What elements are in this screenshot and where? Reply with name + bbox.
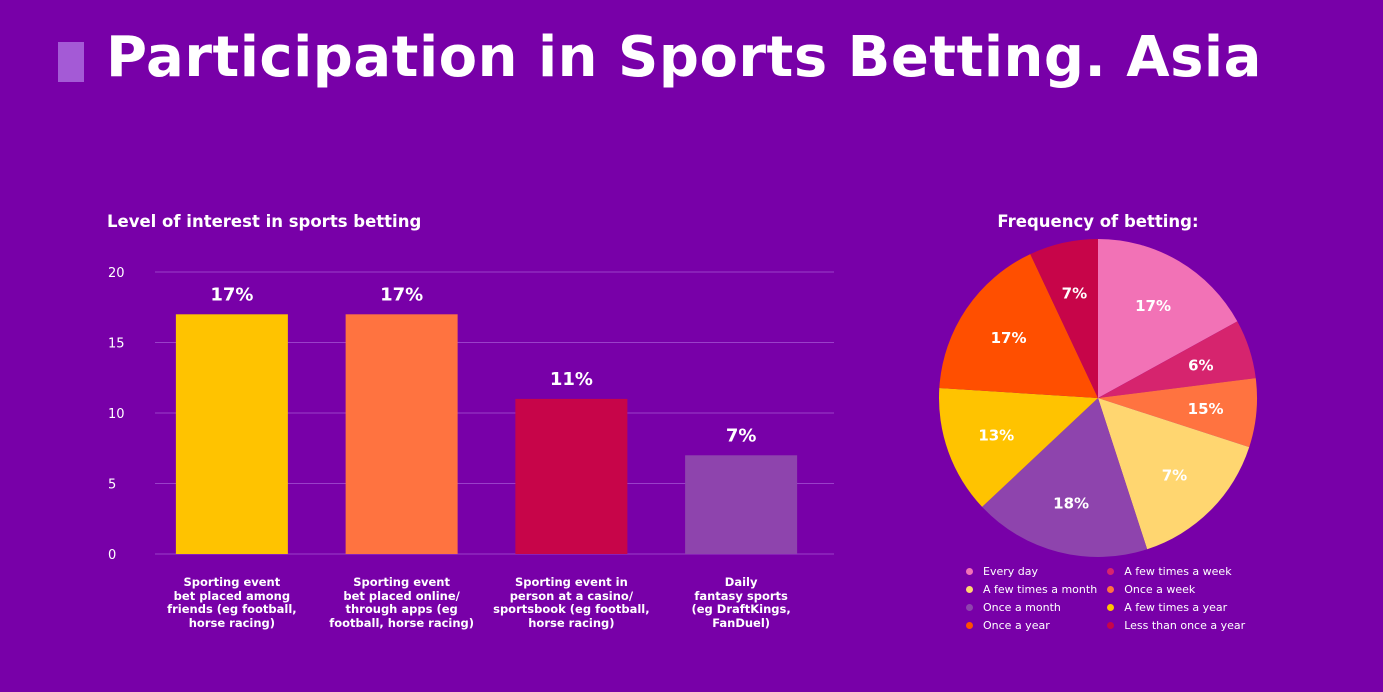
- pie-data-label: 6%: [1188, 357, 1213, 375]
- legend-label: Once a year: [983, 618, 1050, 632]
- bar-category-label-line: sportsbook (eg football,: [493, 602, 650, 617]
- legend-item: Once a week: [1107, 581, 1245, 597]
- pie-slice: [1030, 239, 1098, 398]
- legend-item: Every day: [966, 563, 1097, 579]
- legend-label: A few times a month: [983, 582, 1098, 596]
- bar: [345, 314, 458, 554]
- bar-data-label: 7%: [726, 425, 757, 446]
- pie-data-label: 7%: [1162, 466, 1187, 484]
- y-tick-label: 0: [108, 548, 116, 563]
- bar-category-label-line: friends (eg football,: [167, 602, 297, 617]
- bar-data-label: 17%: [380, 284, 423, 305]
- bar-category-label-line: fantasy sports: [694, 588, 788, 603]
- bar-category-label-line: horse racing): [528, 615, 615, 630]
- bar-category-label-line: FanDuel): [712, 615, 771, 630]
- bar-data-label: 17%: [210, 284, 253, 305]
- bar-category-label-line: horse racing): [188, 615, 276, 630]
- pie-data-label: 7%: [1062, 284, 1087, 302]
- bar-category-label-line: football, horse racing): [329, 615, 475, 630]
- pie-legend: Every day A few times a week A few times a…: [966, 563, 1266, 633]
- legend-label: Once a month: [983, 600, 1061, 614]
- bar-category-label-line: Sporting event in: [514, 575, 628, 589]
- legend-color-dot: [1107, 567, 1115, 575]
- bar-category-label: Sporting event bet placed online/through …: [312, 575, 492, 630]
- bar-chart: 0 5 10 15 20 17% 17% 11% 7%: [108, 266, 834, 563]
- pie-slice: [1098, 398, 1250, 550]
- legend-item: Once a year: [966, 617, 1097, 633]
- legend-color-dot: [966, 567, 973, 575]
- pie-slice: [939, 254, 1098, 398]
- legend-item: Less than once a year: [1107, 617, 1245, 633]
- y-tick-label: 15: [108, 337, 125, 352]
- legend-item: Once a month: [966, 599, 1097, 615]
- page-title: Participation in Sports Betting. Asia: [106, 25, 1262, 90]
- legend-label: Once a week: [1124, 582, 1196, 596]
- pie-slice: [938, 388, 1098, 507]
- pie-data-label: 15%: [1188, 400, 1224, 418]
- pie-chart-title: Frequency of betting:: [997, 212, 1199, 231]
- legend-item: A few times a year: [1107, 599, 1245, 615]
- legend-item: A few times a month: [966, 581, 1097, 597]
- y-tick-label: 5: [108, 478, 116, 493]
- title-accent-bar: [58, 42, 84, 82]
- bar-data-label: 11%: [550, 369, 593, 390]
- bar-category-label: Sporting event bet placed among friends (e…: [142, 575, 322, 630]
- bar-category-label-line: through apps (eg: [345, 602, 458, 617]
- bar-category-label-line: bet placed among: [173, 588, 291, 603]
- y-tick-label: 10: [108, 407, 125, 422]
- legend-label: Every day: [983, 564, 1038, 578]
- bar: [515, 398, 628, 554]
- pie-data-label: 17%: [991, 329, 1027, 347]
- pie-slice: [1098, 321, 1256, 398]
- pie-data-label: 17%: [1135, 297, 1171, 315]
- bar: [685, 455, 798, 554]
- legend-label: A few times a year: [1124, 600, 1228, 614]
- legend-color-dot: [1107, 621, 1115, 629]
- y-tick-label: 20: [108, 266, 125, 281]
- bar-category-label: Sporting event in person at a casino/spor…: [481, 575, 661, 630]
- bar-category-label-line: Sporting event: [353, 575, 450, 589]
- legend-color-dot: [1107, 603, 1115, 611]
- legend-label: A few times a week: [1124, 564, 1232, 578]
- legend-color-dot: [1107, 585, 1115, 593]
- pie-data-label: 13%: [978, 427, 1014, 445]
- bar: [175, 314, 288, 554]
- bar-category-label-line: bet placed online/: [343, 588, 460, 603]
- bar-category-label-line: (eg DraftKings,: [691, 602, 791, 617]
- legend-label: Less than once a year: [1124, 618, 1246, 632]
- bar-category-label-line: Daily: [724, 575, 758, 589]
- legend-color-dot: [966, 585, 973, 593]
- pie-slice: [1098, 239, 1238, 398]
- pie-slice: [1098, 378, 1257, 448]
- pie-slice: [982, 398, 1148, 557]
- bar-category-label: Daily fantasy sports (eg DraftKings, FanDue…: [651, 575, 831, 630]
- bar-category-label-line: person at a casino/: [509, 588, 634, 603]
- legend-item: A few times a week: [1107, 563, 1245, 579]
- pie-data-label: 18%: [1053, 495, 1089, 513]
- bar-chart-title: Level of interest in sports betting: [107, 212, 422, 231]
- bar-category-label-line: Sporting event: [183, 575, 281, 589]
- legend-color-dot: [966, 603, 973, 611]
- legend-color-dot: [966, 621, 973, 629]
